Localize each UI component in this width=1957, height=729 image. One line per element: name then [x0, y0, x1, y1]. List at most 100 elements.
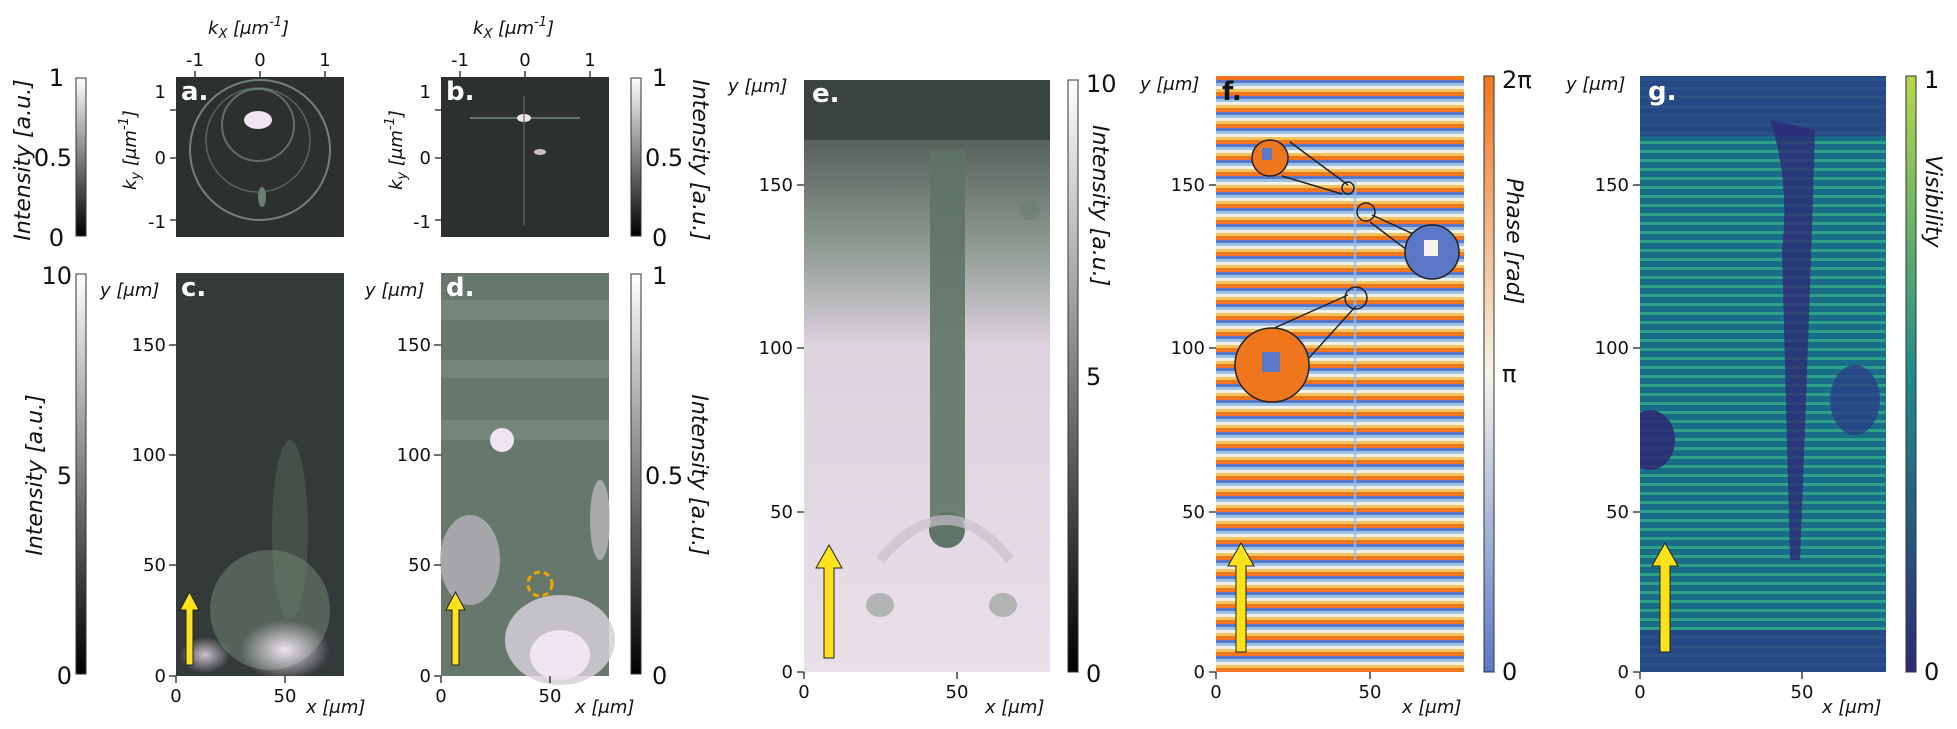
- y-tick: 150: [397, 335, 431, 356]
- colorbar-tick: 5: [1086, 363, 1101, 391]
- colorbar-tick: 1: [652, 64, 667, 92]
- colorbar-label: Phase [rad]: [1501, 178, 1526, 304]
- marker-circle: [526, 570, 554, 598]
- colorbar-e-right: 10 5 0 Intensity [a.u.]: [1067, 70, 1117, 688]
- panel-letter: c.: [181, 273, 206, 303]
- panel-letter: a.: [181, 77, 208, 107]
- x-tick: 0: [798, 682, 809, 703]
- axis-label-x: x [μm]: [305, 697, 365, 718]
- panel-letter: g.: [1648, 77, 1677, 107]
- colorbar-tick: 10: [1086, 70, 1117, 98]
- y-tick: 0: [1618, 662, 1629, 683]
- y-tick: -1: [148, 212, 166, 233]
- x-tick: 0: [1634, 682, 1645, 703]
- x-tick: 0: [254, 50, 265, 71]
- colorbar-tick: 1: [1924, 66, 1939, 94]
- x-tick: 0: [170, 686, 181, 707]
- x-tick: 50: [1791, 682, 1814, 703]
- panel-f: f. 0 50 150 100 50 0 x [μm] y [μm]: [1139, 74, 1464, 718]
- axis-label-y: y [μm]: [364, 280, 424, 301]
- panel-letter: b.: [446, 77, 475, 107]
- axis-label-y: y [μm]: [727, 76, 787, 97]
- colorbar-ab-right: 1 0.5 0 Intensity [a.u.]: [630, 64, 712, 252]
- y-tick: 0: [420, 148, 431, 169]
- colorbar-label: Intensity [a.u.]: [1087, 125, 1112, 286]
- y-tick: 50: [143, 555, 166, 576]
- colorbar-ab-left: 1 0.5 0 Intensity [a.u.]: [11, 64, 87, 252]
- direction-arrow: [445, 590, 466, 666]
- colorbar-tick: 0: [652, 662, 667, 690]
- colorbar-tick: 1: [652, 262, 667, 290]
- y-tick: 150: [759, 175, 793, 196]
- panel-c: c. 0 50 150 100 50 0 x [μm] y [μm]: [99, 273, 365, 718]
- axis-label-x: kX [μm-1]: [473, 15, 554, 42]
- colorbar-tick: 0.5: [34, 144, 72, 172]
- y-tick: 150: [132, 335, 166, 356]
- axis-label-x: x [μm]: [1401, 697, 1461, 718]
- panel-letter: f.: [1222, 77, 1242, 107]
- y-tick: 100: [397, 445, 431, 466]
- y-tick: 100: [1171, 338, 1205, 359]
- axis-label-x: x [μm]: [984, 697, 1044, 718]
- axis-label-x: x [μm]: [574, 697, 634, 718]
- colorbar-tick: 0.5: [645, 144, 683, 172]
- panel-a: a. -1 0 1 1 0 -1 kX [μm-1] ky [μm-1]: [117, 15, 344, 237]
- y-tick: 0: [1194, 662, 1205, 683]
- colorbar-tick: 1: [49, 64, 64, 92]
- colorbar-tick: 0: [1502, 658, 1517, 686]
- x-tick: 50: [274, 686, 297, 707]
- x-tick: 1: [584, 50, 595, 71]
- x-tick: 1: [319, 50, 330, 71]
- y-tick: 100: [759, 338, 793, 359]
- colorbar-d-right: 1 0.5 0 Intensity [a.u.]: [630, 262, 711, 690]
- panel-b: b. -1 0 1 1 0 -1 kX [μm-1] ky [μm-1]: [383, 15, 609, 237]
- colorbar-tick: 0: [1924, 658, 1939, 686]
- y-tick: 0: [782, 662, 793, 683]
- panel-letter: d.: [446, 273, 475, 303]
- panel-e-image: [804, 80, 1050, 672]
- y-tick: 100: [1595, 338, 1629, 359]
- axis-label-y: y [μm]: [1565, 74, 1625, 95]
- colorbar-label: Intensity [a.u.]: [23, 394, 48, 555]
- y-tick: 50: [1182, 502, 1205, 523]
- x-tick: 50: [946, 682, 969, 703]
- axis-label-y: ky [μm-1]: [383, 110, 410, 190]
- colorbar-c-left: 10 5 0 Intensity [a.u.]: [23, 262, 87, 690]
- axis-label-y: y [μm]: [1139, 74, 1199, 95]
- colorbar-tick: 0: [49, 224, 64, 252]
- axis-label-y: ky [μm-1]: [117, 110, 144, 190]
- y-tick: 50: [770, 502, 793, 523]
- colorbar-label: Intensity [a.u.]: [687, 79, 712, 240]
- y-tick: 1: [420, 82, 431, 103]
- direction-arrow: [1227, 541, 1255, 653]
- y-tick: 1: [155, 82, 166, 103]
- colorbar-tick: 2π: [1502, 66, 1532, 94]
- x-tick: 50: [1359, 682, 1382, 703]
- y-tick: 0: [155, 666, 166, 687]
- colorbar-tick: 0.5: [645, 462, 683, 490]
- direction-arrow: [179, 590, 200, 666]
- axis-label-x: x [μm]: [1821, 697, 1881, 718]
- colorbar-tick: 0: [1086, 660, 1101, 688]
- x-tick: 50: [539, 686, 562, 707]
- colorbar-tick: 5: [57, 462, 72, 490]
- colorbar-f-right: 2π π 0 Phase [rad]: [1483, 66, 1532, 686]
- colorbar-label: Intensity [a.u.]: [686, 394, 711, 555]
- panel-e: e. 0 50 150 100 50 0 x [μm] y [μm]: [727, 76, 1050, 718]
- direction-arrow: [815, 543, 843, 659]
- panel-letter: e.: [812, 79, 840, 109]
- colorbar-tick: π: [1502, 360, 1516, 388]
- x-tick: 0: [1210, 682, 1221, 703]
- direction-arrow: [1651, 541, 1679, 653]
- x-tick: -1: [186, 50, 204, 71]
- x-tick: 0: [519, 50, 530, 71]
- y-tick: -1: [413, 212, 431, 233]
- y-tick: 100: [132, 445, 166, 466]
- panel-a-image: [176, 77, 344, 237]
- x-tick: -1: [451, 50, 469, 71]
- colorbar-tick: 0: [57, 662, 72, 690]
- colorbar-label: Visibility: [1920, 155, 1945, 249]
- x-tick: 0: [435, 686, 446, 707]
- colorbar-tick: 0: [652, 224, 667, 252]
